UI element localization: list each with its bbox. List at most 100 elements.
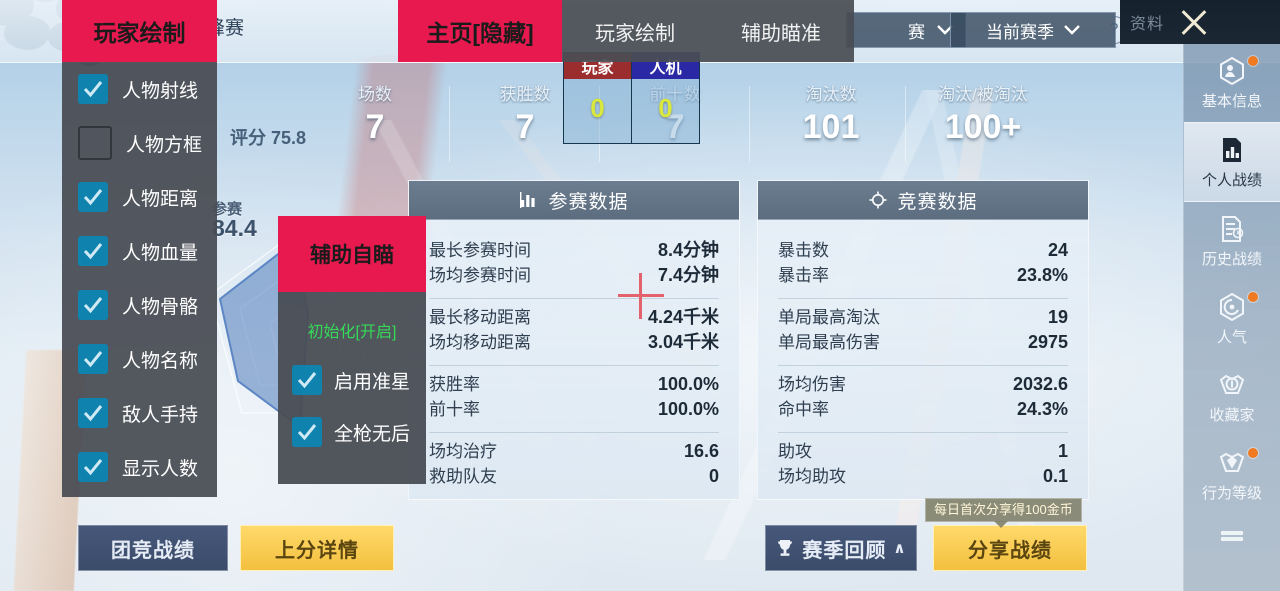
checkbox-checked[interactable] [292, 417, 322, 447]
overlay-option-row[interactable]: 人物骨骼 [62, 278, 217, 332]
overlay-home-button[interactable]: 主页[隐藏] [398, 0, 562, 62]
share-record-label: 分享战绩 [968, 539, 1052, 562]
checkbox-checked[interactable] [78, 290, 108, 320]
overlay-tab-player-draw[interactable]: 玩家绘制 [595, 22, 675, 45]
row-value: 23.8% [1016, 265, 1068, 285]
sidebar-item-basic-info[interactable]: 基本信息 [1184, 44, 1280, 122]
popularity-icon [1217, 292, 1247, 322]
team-record-label: 团竞战绩 [111, 539, 195, 562]
help-icon: ? [1109, 21, 1119, 38]
checkbox-checked[interactable] [78, 74, 108, 104]
row-label: 救助队友 [429, 467, 497, 486]
overlay-aim-option-row[interactable]: 启用准星 [278, 354, 426, 406]
mode-dropdown[interactable]: 赛 [846, 12, 966, 48]
overlay-option-label: 人物距离 [122, 188, 199, 210]
sidebar-item-behavior-level[interactable]: 行为等级 [1184, 436, 1280, 514]
sidebar-item-history-record[interactable]: 历史战绩 [1184, 202, 1280, 280]
data-row: 助攻 1 [778, 439, 1068, 464]
chevron-up-icon: ∧ [893, 540, 907, 557]
row-label: 暴击率 [778, 266, 829, 285]
checkbox-unchecked[interactable] [78, 126, 112, 160]
overlay-option-row[interactable]: 人物距离 [62, 170, 217, 224]
team-record-button[interactable]: 团竞战绩 [78, 525, 228, 571]
row-value: 1 [1057, 441, 1068, 461]
checkbox-checked[interactable] [78, 182, 108, 212]
mode-dropdown-value: 赛 [908, 22, 925, 42]
season-review-button[interactable]: 赛季回顾 ∧ [765, 525, 917, 571]
overlay-option-row[interactable]: 敌人手持 [62, 386, 217, 440]
crosshair-overlay-icon [618, 273, 664, 319]
overlay-aim-assist-title: 辅助自瞄 [278, 216, 426, 292]
data-row: 命中率 24.3% [778, 397, 1068, 422]
row-label: 暴击数 [778, 241, 829, 260]
overlay-tab-aim-assist[interactable]: 辅助瞄准 [741, 22, 821, 45]
row-label: 场均伤害 [778, 375, 846, 394]
sidebar-item-popularity[interactable]: 人气 [1184, 280, 1280, 358]
stats-strip: 评分 75.8 场数 7 获胜数 7 前十数 7 淘汰数 101 淘汰/被淘汰 … [196, 74, 1132, 168]
checkbox-checked[interactable] [78, 452, 108, 482]
data-row: 暴击率 23.8% [778, 263, 1068, 288]
divider [449, 86, 450, 162]
row-value: 2975 [1027, 332, 1068, 352]
overlay-option-row[interactable]: 显示人数 [62, 440, 217, 494]
close-icon[interactable] [1174, 5, 1214, 39]
counter-bot-body: 0 [632, 79, 699, 143]
overlay-aim-option-row[interactable]: 全枪无后 [278, 406, 426, 458]
overlay-option-row[interactable]: 人物方框 [62, 116, 217, 170]
checkbox-checked[interactable] [78, 398, 108, 428]
stat-label: 淘汰/被淘汰 [938, 85, 1028, 104]
sidebar-item-label: 收藏家 [1209, 406, 1255, 424]
overlay-option-row[interactable]: 人物射线 [62, 62, 217, 116]
data-row: 单局最高伤害 2975 [778, 330, 1068, 355]
stat-value: 101 [802, 108, 860, 146]
counter-player-column: 玩家 0 [564, 53, 631, 143]
more-menu-icon[interactable] [1184, 514, 1280, 558]
overlay-option-row[interactable]: 人物血量 [62, 224, 217, 278]
row-value: 4.24千米 [647, 307, 719, 327]
season-dropdown[interactable]: 当前赛季 [950, 12, 1116, 48]
row-value: 100.0% [657, 374, 719, 394]
overlay-aim-option-label: 启用准星 [334, 371, 411, 393]
panel-title: 参赛数据 [548, 191, 629, 213]
overlay-player-draw-title: 玩家绘制 [62, 0, 217, 62]
overlay-option-row[interactable]: 人物名称 [62, 332, 217, 386]
season-review-label: 赛季回顾 [802, 539, 887, 562]
overlay-aim-option-label: 全枪无后 [334, 423, 411, 445]
row-value: 7.4分钟 [657, 265, 719, 285]
checkbox-checked[interactable] [78, 236, 108, 266]
checkbox-checked[interactable] [78, 344, 108, 374]
share-record-button[interactable]: 分享战绩 [933, 525, 1087, 571]
data-row: 最长参赛时间 8.4分钟 [429, 238, 719, 263]
overlay-aim-status: 初始化[开启] [307, 324, 397, 341]
sidebar-item-collector[interactable]: 收藏家 [1184, 358, 1280, 436]
stat-wins: 获胜数 7 [450, 80, 600, 162]
radar-caption-value: 84.4 [212, 215, 257, 241]
counter-bot-column: 人机 0 [631, 53, 699, 143]
sidebar-item-personal-record[interactable]: 个人战绩 [1184, 122, 1280, 202]
row-value: 24.3% [1016, 399, 1068, 419]
data-row: 单局最高淘汰 19 [778, 305, 1068, 330]
competition-data-panel: 竞赛数据 暴击数 24 暴击率 23.8% 单局最高淘汰 19 单局最高 [757, 180, 1089, 500]
sidebar-item-label: 个人战绩 [1201, 171, 1262, 189]
crosshair-icon [869, 191, 887, 209]
share-reward-tooltip: 每日首次分享得100金币 [925, 498, 1082, 528]
rank-detail-button[interactable]: 上分详情 [240, 525, 394, 571]
counter-player-value: 0 [590, 93, 605, 123]
chart-document-icon [1217, 135, 1247, 165]
divider [905, 86, 906, 162]
radar-axis-caption: 参赛 84.4 [212, 201, 257, 241]
row-label: 场均助攻 [778, 467, 846, 486]
notification-dot [1248, 448, 1258, 458]
checkbox-checked[interactable] [292, 365, 322, 395]
stat-kills: 淘汰数 101 [756, 80, 906, 162]
sidebar-items: 基本信息 个人战绩 [1184, 44, 1280, 558]
counter-player-body: 0 [564, 79, 631, 143]
row-group: 助攻 1 场均助攻 0.1 [778, 433, 1068, 499]
overlay-option-label: 人物名称 [122, 350, 199, 372]
row-label: 前十率 [429, 400, 480, 419]
row-value: 0.1 [1042, 466, 1068, 486]
notification-dot [1248, 56, 1258, 66]
stat-top10: 前十数 7 [600, 80, 750, 162]
row-label: 命中率 [778, 400, 829, 419]
radar-caption-text: 参赛 [212, 201, 243, 218]
